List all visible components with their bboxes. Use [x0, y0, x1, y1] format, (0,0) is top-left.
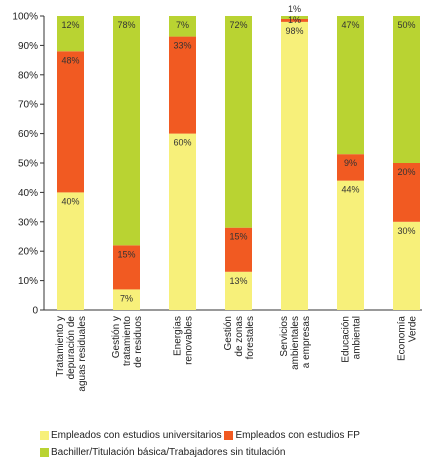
- data-label: 33%: [173, 41, 191, 51]
- bar-segment: [281, 16, 308, 19]
- data-label: 13%: [229, 276, 247, 286]
- legend-item-fp: Empleados con estudios FP: [224, 428, 360, 443]
- data-label: 50%: [397, 20, 415, 30]
- category-label-line: de residuos: [133, 316, 144, 368]
- category-label-line: Economía: [397, 316, 408, 361]
- y-tick-label: 70%: [18, 100, 38, 111]
- category-label-line: Energías: [173, 316, 184, 356]
- data-label: 44%: [341, 185, 359, 195]
- data-label: 72%: [229, 20, 247, 30]
- y-tick-label: 30%: [18, 217, 38, 228]
- data-label: 78%: [117, 20, 135, 30]
- x-axis-labels: Tratamiento y depuración de aguas residual…: [55, 316, 419, 392]
- legend-swatch-universitarios: [40, 431, 49, 440]
- category-label: Economía Verde: [397, 316, 419, 361]
- legend-item-universitarios: Empleados con estudios universitarios: [40, 428, 222, 443]
- category-label: Tratamiento y depuración de aguas residual…: [55, 316, 88, 392]
- legend-swatch-bachiller: [40, 448, 49, 457]
- category-label-line: renovables: [184, 316, 195, 365]
- data-label: 15%: [229, 232, 247, 242]
- y-tick-label: 80%: [18, 70, 38, 81]
- bar-segment: [225, 16, 252, 228]
- bar-segment: [113, 245, 140, 290]
- category-label-line: depuración de: [66, 316, 77, 380]
- data-label: 20%: [397, 167, 415, 177]
- category-label: Gestión y tratamiento de residuos: [111, 316, 144, 368]
- category-label: Energías renovables: [173, 316, 195, 365]
- bar-segment: [113, 16, 140, 246]
- bar-segment: [169, 133, 196, 310]
- y-tick-label: 90%: [18, 41, 38, 52]
- category-label: Educación ambiental: [341, 316, 363, 363]
- data-label: 60%: [173, 138, 191, 148]
- bar-segment: [57, 51, 84, 193]
- category-label: Servicios ambientales a empresas: [279, 316, 312, 370]
- category-label-line: Gestión y: [111, 316, 122, 358]
- bar-segment: [169, 36, 196, 134]
- category-label-line: de zonas: [234, 316, 245, 357]
- bar-segment: [393, 163, 420, 222]
- category-label: Gestión de zonas forestales: [223, 316, 256, 359]
- data-label: 1%: [288, 15, 301, 25]
- y-axis: 0 10% 20% 30% 40% 50% 60% 70% 80% 90% 100%: [12, 12, 422, 317]
- legend-swatch-fp: [224, 431, 234, 440]
- stacked-bar-chart: 0 10% 20% 30% 40% 50% 60% 70% 80% 90% 100% 40% 48% 1…: [12, 4, 422, 392]
- legend: Empleados con estudios universitarios Em…: [40, 428, 420, 462]
- bar-segment: [113, 289, 140, 310]
- category-label-line: forestales: [245, 316, 256, 359]
- category-label-line: Tratamiento y: [55, 316, 66, 377]
- data-label: 7%: [120, 293, 133, 303]
- y-tick-label: 0: [32, 306, 38, 317]
- bar-segment: [337, 180, 364, 310]
- category-label-line: Servicios: [279, 316, 290, 357]
- y-tick-label: 20%: [18, 247, 38, 258]
- data-label: 48%: [61, 55, 79, 65]
- data-label: 47%: [341, 20, 359, 30]
- data-label: 15%: [117, 249, 135, 259]
- data-label: 1%: [288, 4, 301, 14]
- bar-segment: [57, 16, 84, 52]
- bar-segment: [225, 271, 252, 310]
- category-label-line: aguas residuales: [77, 316, 88, 392]
- legend-label-bachiller: Bachiller/Titulación básica/Trabajadores…: [51, 447, 286, 458]
- category-label-line: ambientales: [290, 316, 301, 370]
- y-tick-label: 40%: [18, 188, 38, 199]
- category-label-line: Verde: [408, 316, 419, 343]
- bar-segment: [281, 18, 308, 22]
- category-label-line: tratamiento: [122, 316, 133, 366]
- data-label: 98%: [285, 26, 303, 36]
- bar-segment: [225, 227, 252, 272]
- category-label-line: Educación: [341, 316, 352, 363]
- bar-segment: [169, 16, 196, 37]
- bar-segment: [57, 192, 84, 310]
- category-label-line: ambiental: [352, 316, 363, 359]
- legend-item-bachiller: Bachiller/Titulación básica/Trabajadores…: [40, 445, 285, 460]
- y-tick-label: 60%: [18, 129, 38, 140]
- y-tick-label: 50%: [18, 159, 38, 170]
- bar-segment: [337, 154, 364, 181]
- bar-segment: [337, 16, 364, 155]
- bars: 40%48%12%7%15%78%60%33%7%13%15%72%98%1%1…: [57, 4, 420, 310]
- category-label-line: a empresas: [301, 316, 312, 368]
- bar-segment: [393, 221, 420, 310]
- category-label-line: Gestión: [223, 316, 234, 350]
- data-label: 30%: [397, 226, 415, 236]
- legend-label-universitarios: Empleados con estudios universitarios: [51, 430, 222, 441]
- data-label: 40%: [61, 196, 79, 206]
- y-tick-label: 10%: [18, 276, 38, 287]
- legend-label-fp: Empleados con estudios FP: [235, 430, 360, 441]
- data-label: 7%: [176, 20, 189, 30]
- data-label: 9%: [344, 158, 357, 168]
- y-tick-label: 100%: [12, 12, 38, 23]
- data-label: 12%: [61, 20, 79, 30]
- bar-segment: [281, 21, 308, 310]
- bar-segment: [393, 16, 420, 163]
